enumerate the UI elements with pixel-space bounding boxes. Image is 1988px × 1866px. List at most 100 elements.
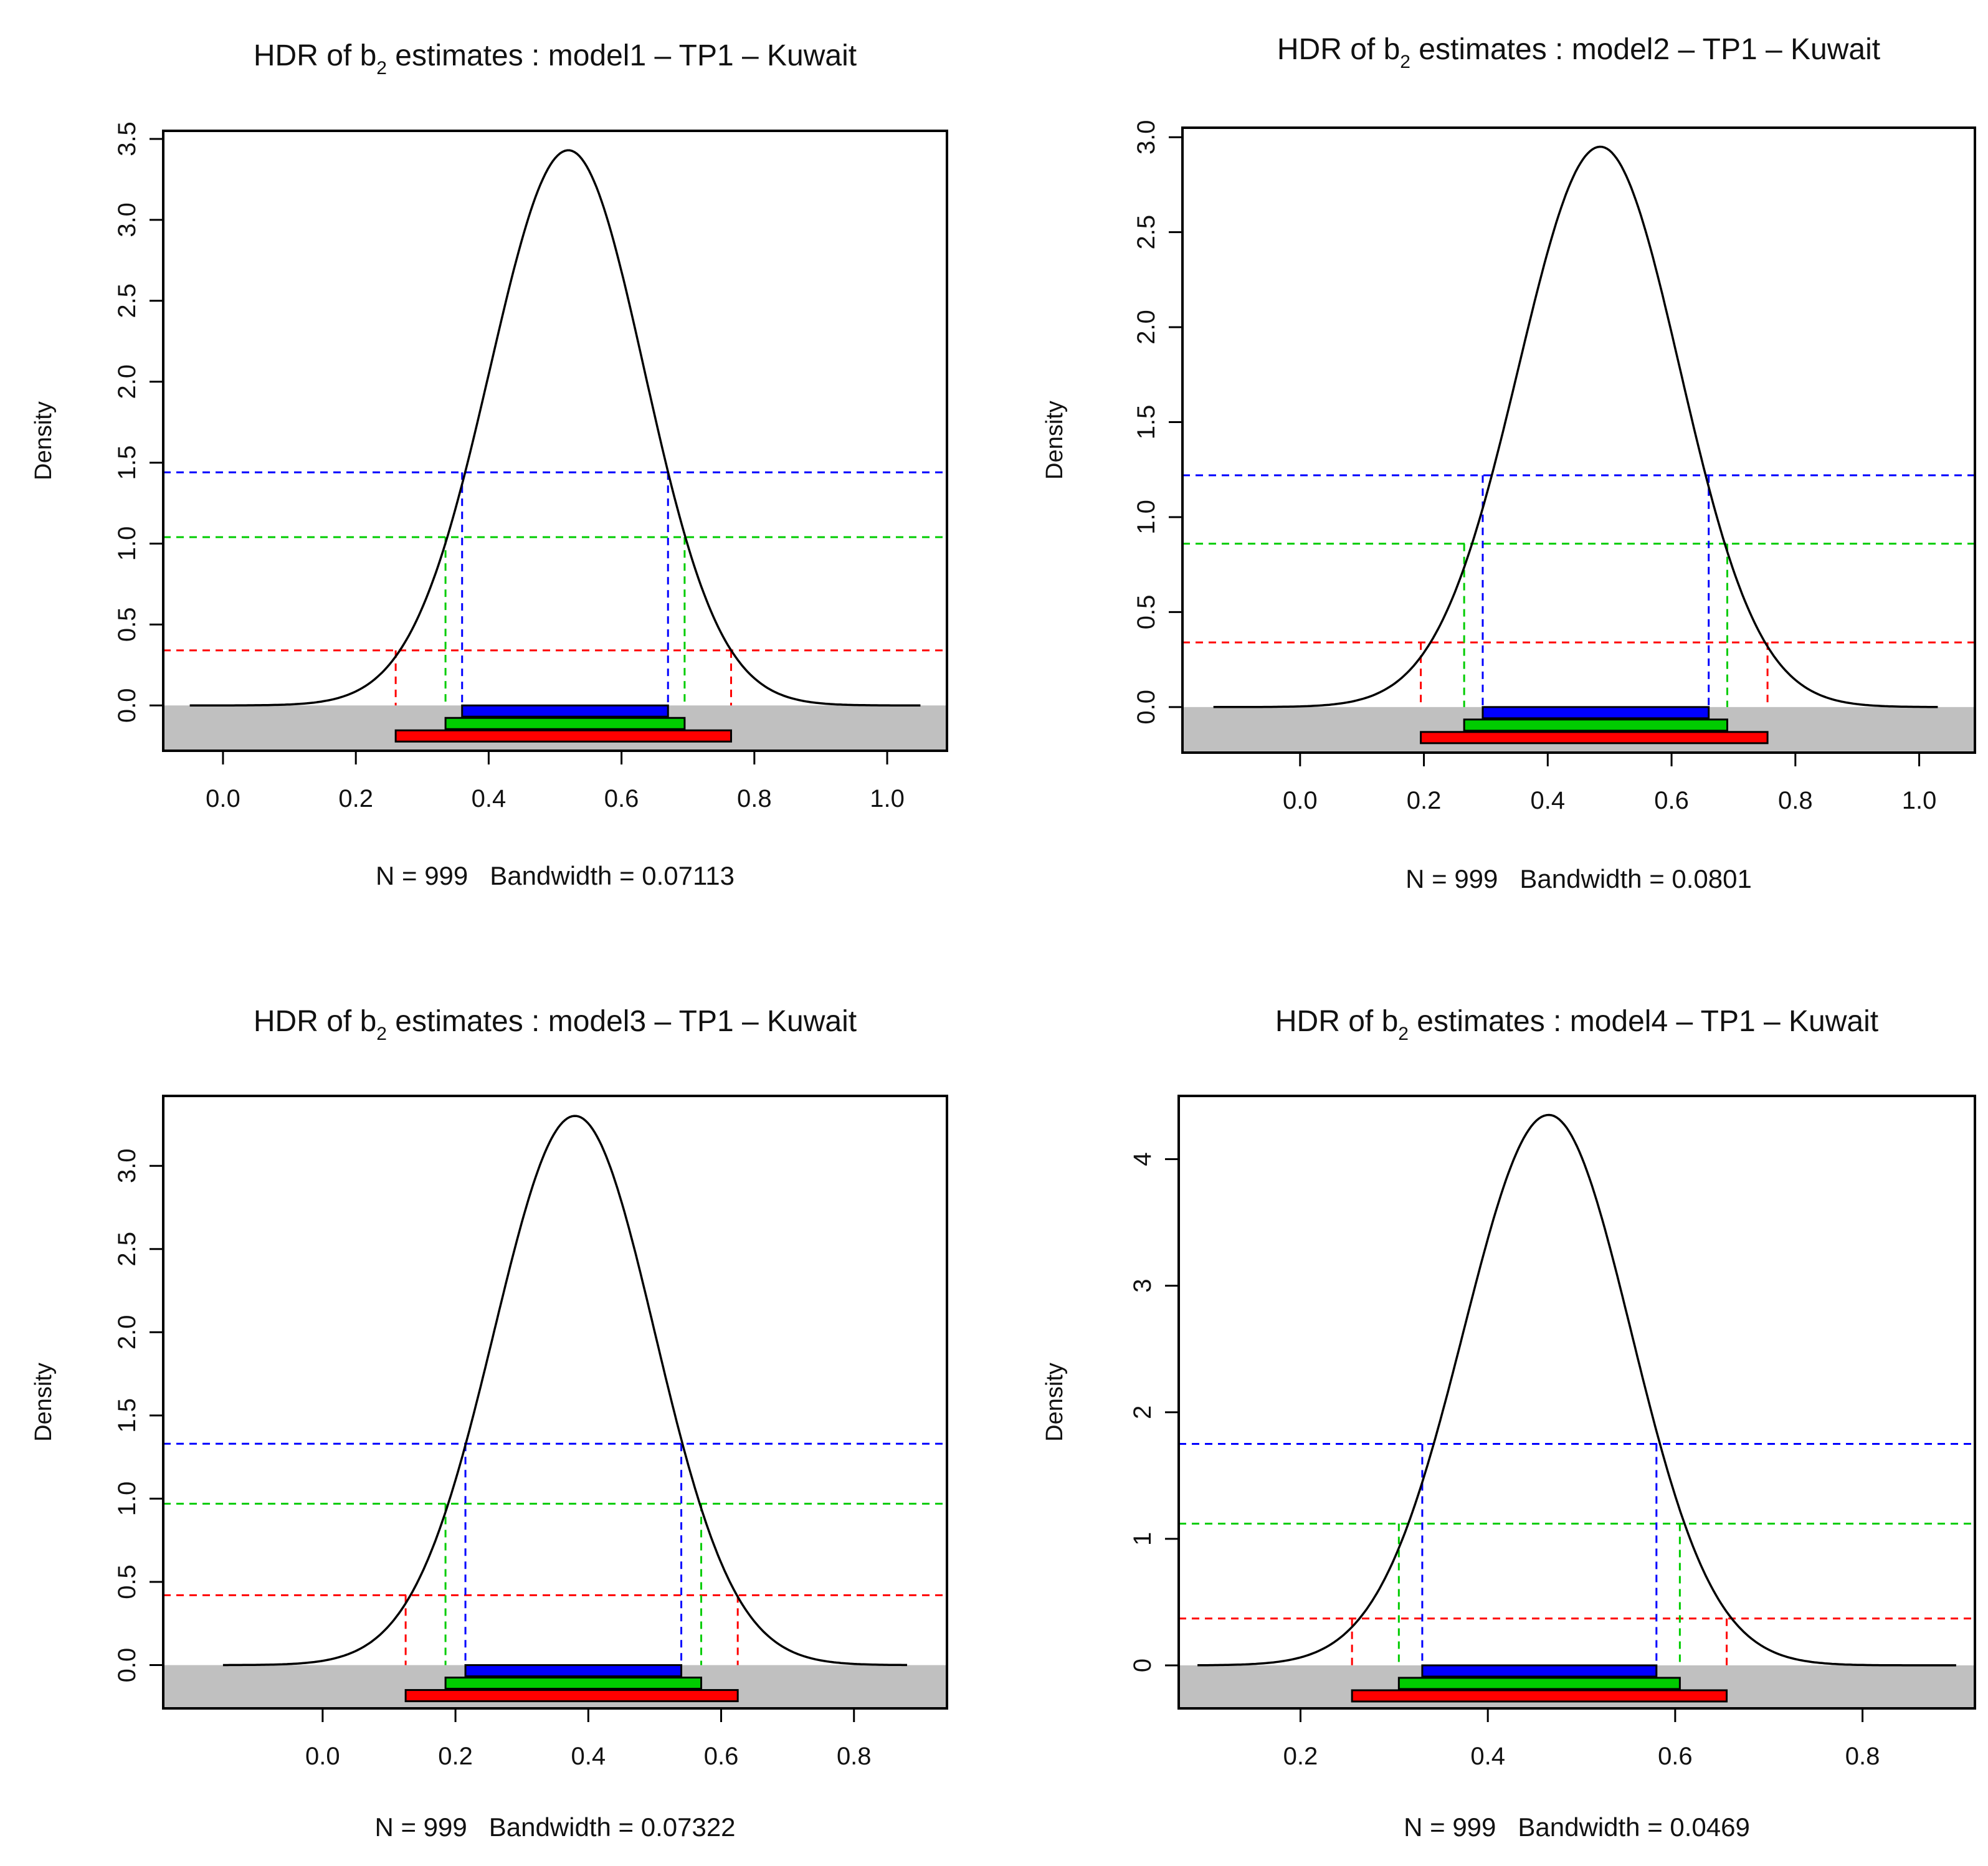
hdr-bar-50pct	[464, 1664, 683, 1678]
x-tick-label: 0.4	[571, 1743, 606, 1770]
plot-frame	[1181, 126, 1976, 754]
chart-svg: HDR of b2 estimates : model4 – TP1 – Kuw…	[1042, 1005, 1976, 1842]
x-tick-label: 0.2	[438, 1743, 473, 1770]
hdr-bar-99pct	[394, 729, 733, 743]
hdr-bar-50pct	[1421, 1664, 1658, 1678]
chart-title-subscript: 2	[376, 1024, 387, 1044]
x-tick-label: 0.8	[1845, 1743, 1880, 1770]
hdr-bar-99pct	[404, 1689, 739, 1703]
density-curve	[1197, 1113, 1956, 1667]
y-tick-label: 0.0	[1133, 690, 1160, 725]
chart-panel-model3: HDR of b2 estimates : model3 – TP1 – Kuw…	[0, 933, 994, 1866]
x-tick-label: 0.8	[837, 1743, 872, 1770]
chart-svg: HDR of b2 estimates : model1 – TP1 – Kuw…	[31, 39, 948, 890]
x-tick-label: 0.0	[1283, 787, 1318, 814]
hdr-bar-50pct	[461, 704, 669, 718]
x-tick-label: 1.0	[1902, 787, 1937, 814]
y-tick-label: 0.5	[113, 607, 141, 642]
density-curve	[1213, 145, 1938, 708]
x-tick-label: 0.4	[1470, 1743, 1505, 1770]
chart-title-subscript: 2	[376, 58, 387, 79]
y-axis-title: Density	[1042, 1363, 1068, 1442]
chart-title-suffix: estimates : model3 – TP1 – Kuwait	[387, 1005, 857, 1038]
y-tick-label: 1.0	[1133, 500, 1160, 535]
chart-title-subscript: 2	[1398, 1024, 1409, 1044]
y-tick-label: 3	[1129, 1279, 1156, 1293]
y-tick-label: 2.5	[113, 1232, 141, 1267]
density-curve	[222, 1115, 907, 1667]
y-tick-label: 1.5	[113, 1398, 141, 1433]
x-tick-label: 0.6	[1658, 1743, 1693, 1770]
y-tick-label: 2	[1129, 1406, 1156, 1419]
y-tick-label: 1.0	[113, 526, 141, 561]
x-axis-title: N = 999 Bandwidth = 0.0801	[1405, 864, 1752, 893]
y-tick-label: 0.5	[1133, 595, 1160, 630]
y-tick-label: 0.5	[113, 1564, 141, 1599]
y-tick-label: 0.0	[113, 688, 141, 723]
chart-svg: HDR of b2 estimates : model3 – TP1 – Kuw…	[31, 1005, 948, 1842]
y-tick-label: 1.0	[113, 1482, 141, 1516]
chart-panel-model1: HDR of b2 estimates : model1 – TP1 – Kuw…	[0, 0, 994, 933]
y-tick-label: 3.0	[113, 202, 141, 237]
chart-panel-model2: HDR of b2 estimates : model2 – TP1 – Kuw…	[994, 0, 1988, 933]
x-tick-label: 0.6	[704, 1743, 739, 1770]
chart-title: HDR of b2 estimates : model3 – TP1 – Kuw…	[254, 1005, 857, 1044]
y-axis-title: Density	[1042, 401, 1068, 480]
x-tick-label: 0.6	[604, 785, 639, 812]
y-tick-label: 3.0	[113, 1148, 141, 1183]
x-tick-label: 1.0	[870, 785, 905, 812]
hdr-bar-95pct	[444, 1677, 703, 1690]
y-tick-label: 2.0	[113, 364, 141, 399]
x-tick-label: 0.6	[1654, 787, 1689, 814]
x-axis-title: N = 999 Bandwidth = 0.07113	[376, 861, 735, 890]
chart-title-prefix: HDR of b	[254, 39, 376, 72]
x-tick-label: 0.4	[472, 785, 507, 812]
chart-svg: HDR of b2 estimates : model2 – TP1 – Kuw…	[1042, 33, 1976, 893]
y-tick-label: 3.0	[1133, 120, 1160, 155]
x-tick-label: 0.8	[737, 785, 772, 812]
hdr-bar-95pct	[444, 716, 686, 730]
hdr-bar-50pct	[1481, 706, 1710, 720]
y-tick-label: 1	[1129, 1532, 1156, 1546]
x-tick-label: 0.2	[338, 785, 373, 812]
chart-title-prefix: HDR of b	[1277, 33, 1400, 66]
x-tick-label: 0.4	[1531, 787, 1566, 814]
y-tick-label: 2.0	[113, 1315, 141, 1350]
y-tick-label: 4	[1129, 1152, 1156, 1166]
x-tick-label: 0.0	[305, 1743, 340, 1770]
y-tick-label: 0	[1129, 1659, 1156, 1672]
plot-frame	[162, 130, 948, 752]
y-axis-title: Density	[31, 1363, 57, 1442]
chart-title-suffix: estimates : model1 – TP1 – Kuwait	[387, 39, 857, 72]
y-tick-label: 2.0	[1133, 310, 1160, 345]
x-tick-label: 0.2	[1407, 787, 1442, 814]
hdr-bar-95pct	[1463, 718, 1728, 732]
y-tick-label: 1.5	[113, 445, 141, 480]
chart-title: HDR of b2 estimates : model1 – TP1 – Kuw…	[254, 39, 857, 79]
chart-title-prefix: HDR of b	[1275, 1005, 1398, 1038]
chart-title: HDR of b2 estimates : model4 – TP1 – Kuw…	[1275, 1005, 1878, 1044]
y-tick-label: 0.0	[113, 1648, 141, 1683]
chart-title-subscript: 2	[1400, 52, 1410, 72]
y-tick-label: 2.5	[1133, 215, 1160, 250]
chart-title: HDR of b2 estimates : model2 – TP1 – Kuw…	[1277, 33, 1880, 72]
chart-title-suffix: estimates : model2 – TP1 – Kuwait	[1410, 33, 1880, 66]
y-tick-label: 2.5	[113, 283, 141, 318]
y-axis-title: Density	[31, 401, 57, 480]
x-tick-label: 0.0	[206, 785, 240, 812]
x-axis-title: N = 999 Bandwidth = 0.07322	[374, 1812, 735, 1842]
chart-title-suffix: estimates : model4 – TP1 – Kuwait	[1409, 1005, 1878, 1038]
density-curve	[189, 149, 921, 707]
plot-frame	[162, 1095, 948, 1710]
x-tick-label: 0.2	[1283, 1743, 1318, 1770]
chart-title-prefix: HDR of b	[254, 1005, 376, 1038]
y-tick-label: 1.5	[1133, 405, 1160, 440]
hdr-bar-99pct	[1420, 731, 1769, 745]
y-tick-label: 3.5	[113, 121, 141, 156]
chart-panel-model4: HDR of b2 estimates : model4 – TP1 – Kuw…	[994, 933, 1988, 1866]
plot-frame	[1177, 1095, 1976, 1710]
x-axis-title: N = 999 Bandwidth = 0.0469	[1404, 1812, 1750, 1842]
hdr-bar-95pct	[1397, 1677, 1681, 1690]
x-tick-label: 0.8	[1778, 787, 1813, 814]
